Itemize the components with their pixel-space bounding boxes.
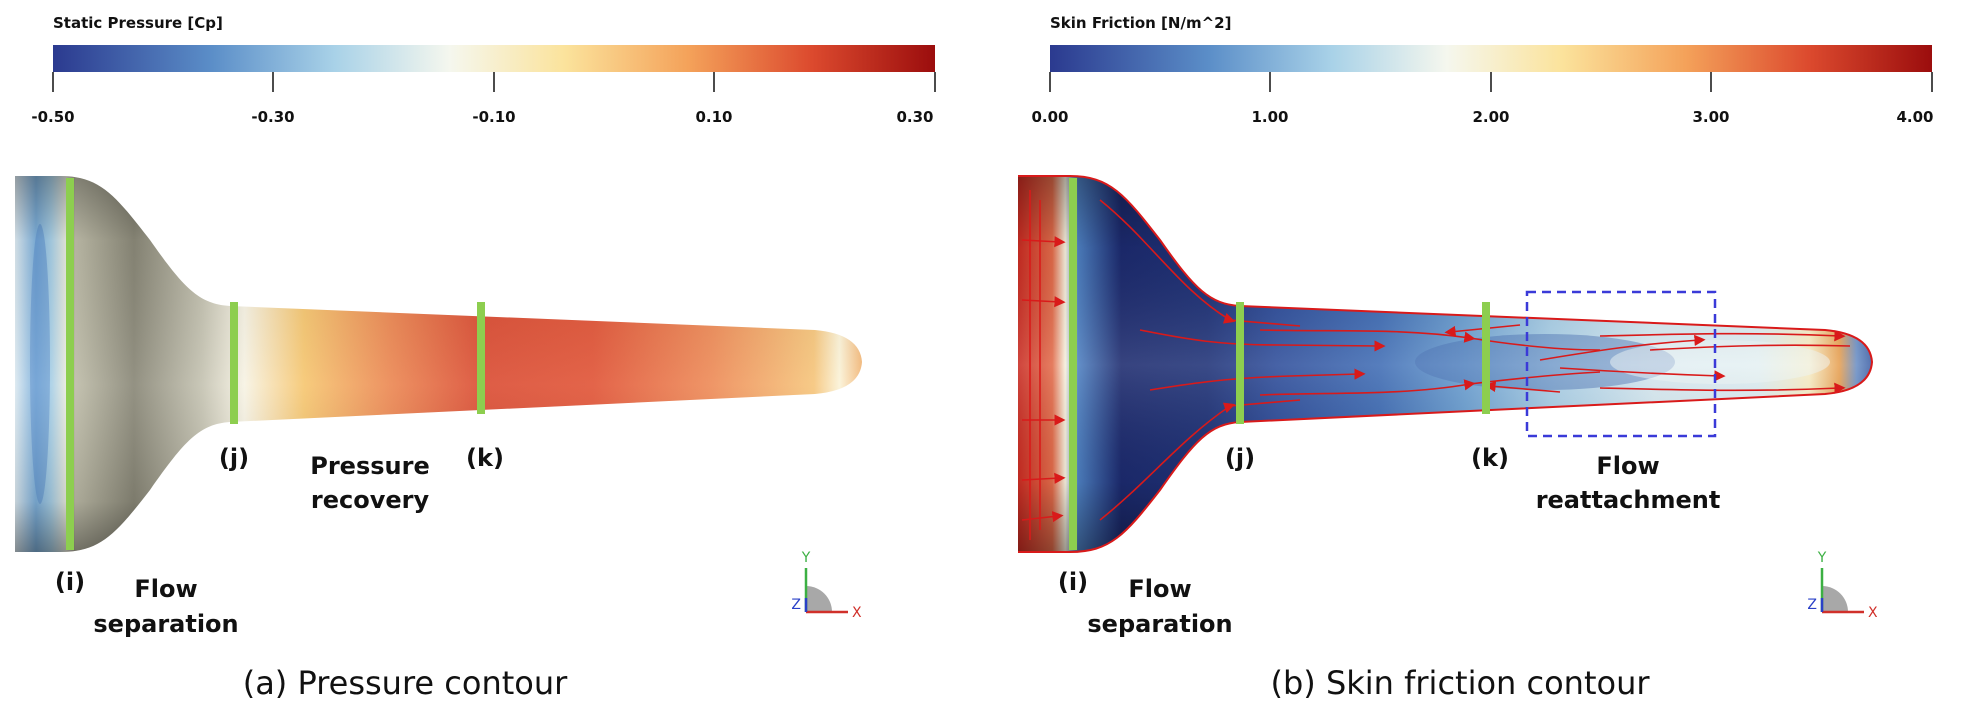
panel-b: Skin Friction [N/m^2] 0.00 1.00 2.00 3.0… bbox=[1018, 14, 1934, 702]
label-pressure: Pressure bbox=[310, 452, 429, 480]
duct-a bbox=[15, 176, 862, 552]
colorbar-a bbox=[53, 45, 935, 72]
colorbar-a-title: Static Pressure [Cp] bbox=[53, 14, 223, 32]
colorbar-b-ticks bbox=[1049, 72, 1933, 92]
label-k: (k) bbox=[1471, 444, 1509, 472]
label-reattachment: reattachment bbox=[1536, 486, 1721, 514]
colorbar-b-tick-label: 3.00 bbox=[1692, 108, 1729, 126]
axis-y-label: Y bbox=[801, 550, 811, 566]
colorbar-a-tick-label: -0.30 bbox=[251, 108, 294, 126]
label-i: (i) bbox=[1058, 568, 1088, 596]
panel-a: Static Pressure [Cp] -0.50 -0.30 -0.10 0… bbox=[15, 14, 936, 702]
label-recovery: recovery bbox=[311, 486, 430, 514]
colorbar-a-ticks bbox=[52, 72, 936, 92]
axis-y-label: Y bbox=[1817, 550, 1827, 566]
axis-triad-a: Y X Z bbox=[791, 550, 862, 621]
label-flow-reattach: Flow bbox=[1596, 452, 1659, 480]
label-i: (i) bbox=[55, 568, 85, 596]
axis-x-label: X bbox=[852, 605, 862, 621]
colorbar-b-title: Skin Friction [N/m^2] bbox=[1050, 14, 1231, 32]
caption-b: (b) Skin friction contour bbox=[1270, 664, 1650, 702]
colorbar-b-tick-label: 1.00 bbox=[1251, 108, 1288, 126]
colorbar-a-tick-label: -0.10 bbox=[472, 108, 515, 126]
axis-x-label: X bbox=[1868, 605, 1878, 621]
label-k: (k) bbox=[466, 444, 504, 472]
caption-a: (a) Pressure contour bbox=[243, 664, 568, 702]
label-separation: separation bbox=[1087, 610, 1232, 638]
colorbar-a-tick-label: -0.50 bbox=[31, 108, 74, 126]
colorbar-b-tick-label: 0.00 bbox=[1031, 108, 1068, 126]
colorbar-b-tick-label: 2.00 bbox=[1472, 108, 1509, 126]
duct-b bbox=[1018, 176, 1872, 552]
duct-b-outline bbox=[1018, 175, 1874, 553]
label-separation: separation bbox=[93, 610, 238, 638]
axis-triad-b: Y X Z bbox=[1807, 550, 1878, 621]
colorbar-a-tick-label: 0.10 bbox=[695, 108, 732, 126]
axis-z-label: Z bbox=[791, 597, 801, 613]
colorbar-a-tick-label: 0.30 bbox=[896, 108, 933, 126]
label-j: (j) bbox=[219, 444, 249, 472]
axis-z-label: Z bbox=[1807, 597, 1817, 613]
label-flow: Flow bbox=[134, 575, 197, 603]
colorbar-b bbox=[1050, 45, 1932, 72]
reattachment-box bbox=[1525, 290, 1717, 438]
label-j: (j) bbox=[1225, 444, 1255, 472]
colorbar-b-tick-label: 4.00 bbox=[1896, 108, 1933, 126]
label-flow: Flow bbox=[1128, 575, 1191, 603]
